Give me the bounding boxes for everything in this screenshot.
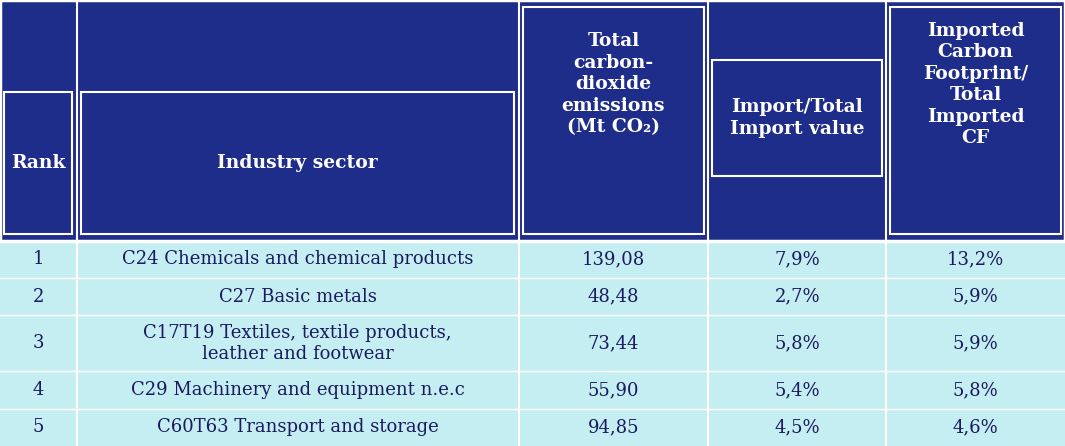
Text: C29 Machinery and equipment n.e.c: C29 Machinery and equipment n.e.c (131, 381, 464, 399)
Text: 2: 2 (33, 288, 44, 306)
Bar (0, 372, 1065, 409)
Text: 5,8%: 5,8% (953, 381, 998, 399)
Text: 1: 1 (33, 251, 44, 268)
Text: 55,90: 55,90 (588, 381, 639, 399)
Bar (0, 278, 1065, 315)
Text: 4: 4 (33, 381, 44, 399)
Bar (712, 60, 882, 176)
Bar (523, 7, 704, 234)
Text: 2,7%: 2,7% (774, 288, 820, 306)
Bar (0, 241, 1065, 278)
Text: 5,9%: 5,9% (953, 288, 998, 306)
Text: C24 Chemicals and chemical products: C24 Chemicals and chemical products (122, 251, 473, 268)
Text: C27 Basic metals: C27 Basic metals (218, 288, 377, 306)
Text: 5,8%: 5,8% (774, 334, 820, 352)
Text: Total
carbon-
dioxide
emissions
(Mt CO₂): Total carbon- dioxide emissions (Mt CO₂) (561, 32, 666, 136)
Text: 5,9%: 5,9% (953, 334, 998, 352)
Text: C60T63 Transport and storage: C60T63 Transport and storage (157, 418, 439, 436)
Text: 7,9%: 7,9% (774, 251, 820, 268)
Text: Import/Total
Import value: Import/Total Import value (730, 98, 865, 138)
Text: 5,4%: 5,4% (774, 381, 820, 399)
Bar (0, 409, 1065, 446)
Text: 3: 3 (33, 334, 44, 352)
Bar (0, 0, 1065, 241)
Text: 13,2%: 13,2% (947, 251, 1004, 268)
Bar (0, 315, 1065, 372)
Text: 139,08: 139,08 (581, 251, 645, 268)
Text: Rank: Rank (11, 153, 66, 172)
Bar (81, 91, 514, 234)
Text: 5: 5 (33, 418, 44, 436)
Text: C17T19 Textiles, textile products,
leather and footwear: C17T19 Textiles, textile products, leath… (144, 324, 452, 363)
Text: 48,48: 48,48 (588, 288, 639, 306)
Text: Imported
Carbon
Footprint/
Total
Imported
CF: Imported Carbon Footprint/ Total Importe… (923, 21, 1028, 147)
Bar (4, 91, 72, 234)
Text: 94,85: 94,85 (588, 418, 639, 436)
Text: 4,5%: 4,5% (774, 418, 820, 436)
Text: 73,44: 73,44 (588, 334, 639, 352)
Bar (890, 7, 1061, 234)
Text: Industry sector: Industry sector (217, 153, 378, 172)
Text: 4,6%: 4,6% (953, 418, 998, 436)
